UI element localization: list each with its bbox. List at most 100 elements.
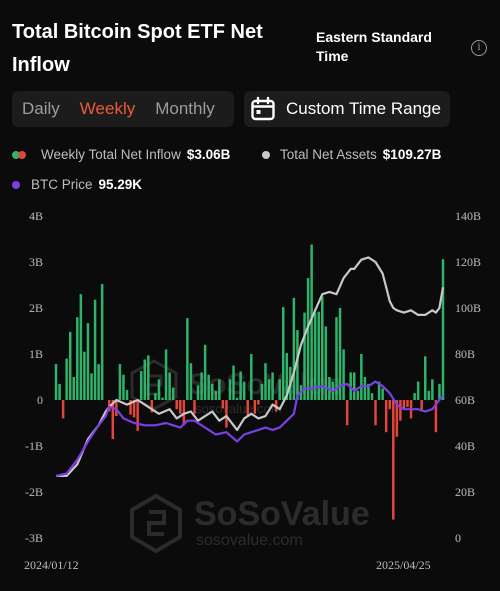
inflow-bar[interactable] xyxy=(278,379,281,400)
inflow-bar[interactable] xyxy=(281,307,285,400)
inflow-bar[interactable] xyxy=(200,372,203,400)
inflow-bar[interactable] xyxy=(338,308,342,400)
inflow-bar[interactable] xyxy=(54,364,58,400)
inflow-bar[interactable] xyxy=(93,299,97,400)
inflow-bar[interactable] xyxy=(164,349,168,400)
inflow-bar[interactable] xyxy=(154,393,157,400)
inflow-bar[interactable] xyxy=(189,363,193,400)
inflow-bar[interactable] xyxy=(168,372,171,400)
inflow-bar[interactable] xyxy=(221,400,225,409)
inflow-bar[interactable] xyxy=(76,317,79,400)
btc-price-line[interactable] xyxy=(55,380,444,477)
inflow-bar[interactable] xyxy=(196,385,200,400)
inflow-bar[interactable] xyxy=(61,400,65,419)
inflow-bar[interactable] xyxy=(86,323,90,400)
inflow-bar[interactable] xyxy=(406,400,409,407)
inflow-bar[interactable] xyxy=(416,381,420,400)
inflow-bar[interactable] xyxy=(441,259,445,400)
inflow-bar[interactable] xyxy=(296,330,299,400)
inflow-bar[interactable] xyxy=(285,353,289,400)
inflow-bar[interactable] xyxy=(193,400,196,414)
inflow-bar[interactable] xyxy=(232,365,235,401)
inflow-bar[interactable] xyxy=(271,372,274,400)
inflow-bar[interactable] xyxy=(431,379,434,400)
inflow-bar[interactable] xyxy=(132,400,136,418)
inflow-bar[interactable] xyxy=(100,284,104,400)
inflow-bar[interactable] xyxy=(438,383,441,400)
inflow-bar[interactable] xyxy=(239,371,242,400)
tab-daily[interactable]: Daily xyxy=(22,99,60,118)
inflow-bar[interactable] xyxy=(136,400,139,431)
inflow-bar[interactable] xyxy=(129,400,132,415)
inflow-bar[interactable] xyxy=(207,374,210,400)
inflow-bar[interactable] xyxy=(214,390,218,400)
inflow-bar[interactable] xyxy=(225,400,228,428)
inflow-bar[interactable] xyxy=(218,379,221,400)
inflow-bar[interactable] xyxy=(395,400,399,437)
inflow-bar[interactable] xyxy=(242,381,246,400)
inflow-bar[interactable] xyxy=(374,400,377,426)
total-net-assets-line[interactable] xyxy=(56,256,445,477)
info-icon[interactable]: i xyxy=(471,40,487,56)
inflow-bar[interactable] xyxy=(83,351,86,400)
inflow-bar[interactable] xyxy=(399,400,402,421)
inflow-bar[interactable] xyxy=(264,363,267,400)
inflow-bar[interactable] xyxy=(203,344,207,400)
inflow-bar[interactable] xyxy=(392,400,395,520)
inflow-bar[interactable] xyxy=(143,359,147,400)
inflow-bar[interactable] xyxy=(292,297,296,400)
inflow-bar[interactable] xyxy=(420,400,423,412)
inflow-bar[interactable] xyxy=(157,379,161,400)
inflow-bar[interactable] xyxy=(377,381,381,400)
inflow-bar[interactable] xyxy=(122,374,125,400)
inflow-bar[interactable] xyxy=(235,397,239,400)
inflow-bar[interactable] xyxy=(257,400,260,405)
tab-weekly[interactable]: Weekly xyxy=(79,99,136,118)
tab-monthly[interactable]: Monthly xyxy=(155,99,215,118)
inflow-bar[interactable] xyxy=(356,390,360,400)
inflow-bar[interactable] xyxy=(210,383,214,400)
inflow-bar[interactable] xyxy=(150,400,154,413)
inflow-bar[interactable] xyxy=(427,390,431,400)
inflow-bar[interactable] xyxy=(97,364,100,400)
inflow-bar[interactable] xyxy=(384,400,388,433)
inflow-bar[interactable] xyxy=(186,318,189,400)
inflow-bar[interactable] xyxy=(313,312,317,400)
inflow-bar[interactable] xyxy=(171,387,175,400)
inflow-bar[interactable] xyxy=(125,389,129,400)
legend-price[interactable]: BTC Price 95.29K xyxy=(12,177,142,192)
inflow-bar[interactable] xyxy=(324,326,328,400)
inflow-bar[interactable] xyxy=(260,383,264,400)
chart[interactable]: SoSoValue sosovalue.com SoSoValue sosova… xyxy=(0,200,500,555)
inflow-bar[interactable] xyxy=(352,372,356,400)
inflow-bar[interactable] xyxy=(345,400,349,426)
inflow-bar[interactable] xyxy=(306,278,310,400)
inflow-bar[interactable] xyxy=(250,354,253,400)
inflow-bar[interactable] xyxy=(342,349,345,400)
inflow-bar[interactable] xyxy=(228,379,232,400)
inflow-bar[interactable] xyxy=(363,377,367,400)
inflow-bar[interactable] xyxy=(139,371,143,400)
legend-assets[interactable]: Total Net Assets $109.27B xyxy=(262,147,441,162)
timezone-selector[interactable]: Eastern Standard Time xyxy=(316,29,432,64)
inflow-bar[interactable] xyxy=(68,331,72,400)
inflow-bar[interactable] xyxy=(161,397,164,400)
inflow-bar[interactable] xyxy=(79,294,83,400)
inflow-bar[interactable] xyxy=(370,393,374,400)
inflow-bar[interactable] xyxy=(321,296,324,401)
inflow-bar[interactable] xyxy=(388,400,391,410)
inflow-bar[interactable] xyxy=(246,400,249,417)
legend-inflow[interactable]: Weekly Total Net Inflow $3.06B xyxy=(12,147,230,162)
inflow-bar[interactable] xyxy=(65,358,68,400)
inflow-bar[interactable] xyxy=(367,383,370,400)
inflow-bar[interactable] xyxy=(147,355,150,400)
inflow-bar[interactable] xyxy=(360,354,363,400)
inflow-bar[interactable] xyxy=(303,312,306,400)
inflow-bar[interactable] xyxy=(434,400,438,433)
inflow-bar[interactable] xyxy=(335,317,338,400)
inflow-bar[interactable] xyxy=(90,373,93,400)
inflow-bar[interactable] xyxy=(381,388,384,401)
inflow-bar[interactable] xyxy=(310,244,313,400)
inflow-bar[interactable] xyxy=(179,400,182,414)
custom-time-range-button[interactable]: Custom Time Range xyxy=(244,91,450,127)
